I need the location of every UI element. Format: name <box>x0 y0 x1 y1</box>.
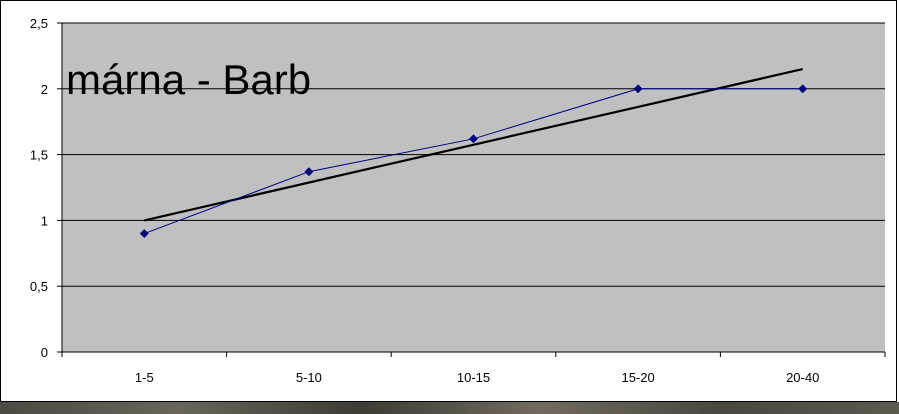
axes <box>57 22 886 357</box>
x-tick-label: 5-10 <box>296 370 322 385</box>
data-point-marker <box>468 134 479 144</box>
trendline <box>144 67 803 222</box>
background-photo-strip <box>0 402 899 414</box>
x-tick-label: 20-40 <box>786 370 819 385</box>
y-axis-tick-labels: 0 0,5 1 1,5 2 2,5 <box>30 16 48 360</box>
data-point-marker <box>633 84 643 94</box>
data-point-marker <box>304 167 314 177</box>
y-tick-label: 0,5 <box>30 279 48 294</box>
y-tick-label: 0 <box>41 345 48 360</box>
x-axis-tick-labels: 1-5 5-10 10-15 15-20 20-40 <box>135 370 819 385</box>
y-tick-label: 1 <box>41 213 48 228</box>
series-group <box>139 84 808 239</box>
y-tick-label: 2 <box>41 82 48 97</box>
chart-title: márna - Barb <box>66 56 311 103</box>
data-point-marker <box>798 84 808 94</box>
plot-area <box>62 23 885 352</box>
x-tick-label: 10-15 <box>457 370 490 385</box>
y-tick-label: 1,5 <box>30 148 48 163</box>
data-point-marker <box>139 229 149 239</box>
x-tick-label: 15-20 <box>621 370 654 385</box>
y-tick-label: 2,5 <box>30 16 48 31</box>
trendline-path <box>144 67 803 222</box>
x-tick-label: 1-5 <box>135 370 154 385</box>
